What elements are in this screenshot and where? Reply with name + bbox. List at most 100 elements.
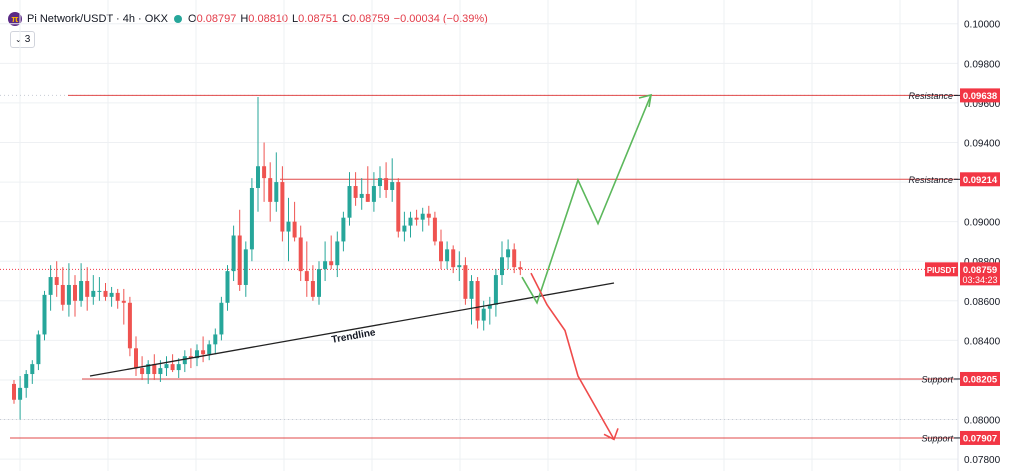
candle-body (12, 383, 16, 400)
candle-body (140, 368, 145, 375)
candle-body (109, 292, 114, 297)
y-axis-tick-label: 0.07800 (964, 455, 1001, 466)
pi-network-logo-icon: π (8, 12, 22, 26)
bullish-projection-path (521, 94, 652, 305)
close-value: 0.08759 (349, 13, 390, 25)
candle-body (127, 302, 132, 349)
level-price-value: 0.09214 (963, 175, 998, 186)
candle-body (286, 221, 291, 232)
level-label: Resistance (908, 91, 953, 101)
candle-countdown: 03:34:23 (962, 275, 997, 285)
candle-body (79, 281, 84, 301)
candle-body (512, 249, 517, 268)
candle-body (402, 225, 407, 232)
candle-body (195, 350, 199, 359)
candle-body (48, 277, 53, 295)
ohlc-close: C0.08759 (342, 13, 390, 25)
candle-body (371, 186, 376, 202)
current-price-badge (960, 262, 1000, 286)
candle-body (213, 334, 218, 345)
candle-body (335, 241, 340, 266)
candle-body (30, 364, 35, 375)
candle-body (341, 217, 346, 242)
level-label: Support (921, 374, 953, 384)
candle-body (237, 235, 242, 285)
level-price-badge (960, 430, 1000, 445)
grid-lines (0, 0, 958, 471)
candle-body (451, 249, 456, 268)
candle-body (121, 300, 126, 303)
candle-body (353, 186, 358, 198)
candle-body (176, 364, 181, 371)
y-axis-tick-label: 0.08000 (964, 416, 1001, 427)
candle-body (304, 271, 309, 282)
level-price-badge (960, 88, 1000, 103)
symbol-title[interactable]: Pi Network/USDT · 4h · OKX (27, 13, 168, 25)
candle-body (207, 344, 212, 355)
candle-body (359, 193, 364, 198)
candle-body (274, 182, 279, 202)
high-key: H (240, 13, 249, 25)
candle-body (475, 281, 480, 321)
candle-body (85, 281, 90, 297)
candle-body (134, 348, 138, 369)
y-axis-tick-label: 0.09000 (964, 218, 1001, 229)
candle-body (378, 178, 382, 187)
ohlc-low: L0.08751 (292, 13, 338, 25)
close-key: C (341, 13, 350, 25)
candle-body (298, 237, 303, 272)
candle-body (439, 241, 443, 262)
candle-body (426, 213, 431, 218)
candle-body (518, 267, 523, 270)
candle-body (408, 217, 413, 226)
indicators-toggle-button[interactable]: ⌄ 3 (10, 31, 36, 48)
candle-body (36, 334, 41, 365)
candle-body (445, 249, 450, 262)
candle-body (231, 235, 236, 272)
candle-body (487, 304, 492, 309)
candle-body (97, 290, 102, 292)
open-value: 0.08797 (196, 13, 237, 25)
candle-body (115, 292, 120, 301)
candle-body (170, 364, 175, 371)
candles (12, 96, 523, 420)
candle-body (292, 221, 297, 238)
level-price-badge (960, 172, 1000, 187)
candle-body (310, 281, 315, 297)
candle-body (182, 356, 187, 365)
candle-body (420, 213, 425, 220)
y-axis-tick-label: 0.08600 (964, 297, 1001, 308)
current-symbol-label: PIUSDT (927, 266, 956, 275)
candle-body (146, 364, 151, 375)
candle-body (469, 281, 474, 299)
trendline-line (89, 282, 615, 377)
bearish-projection-path (530, 272, 615, 440)
candle-body (243, 249, 248, 285)
y-axis-tick-label: 0.08400 (964, 336, 1001, 347)
candle-body (396, 182, 401, 232)
candle-body (60, 284, 65, 305)
ohlc-open: O0.08797 (188, 13, 236, 25)
open-key: O (188, 13, 197, 25)
level-label: Support (921, 433, 953, 443)
candle-body (73, 284, 77, 301)
candle-body (506, 249, 511, 258)
candle-body (262, 166, 267, 179)
trendline-label: Trendline (331, 327, 377, 346)
candle-body (256, 166, 260, 189)
candle-body (188, 356, 193, 359)
chevron-down-icon: ⌄ (15, 35, 22, 44)
candle-body (493, 275, 498, 305)
candle-body (280, 182, 285, 232)
candle-body (323, 261, 328, 270)
indicator-count: 3 (24, 34, 31, 45)
level-price-value: 0.08205 (963, 374, 998, 385)
y-axis-tick-label: 0.09600 (964, 99, 1001, 110)
candle-body (500, 257, 504, 276)
candle-body (91, 290, 96, 297)
candle-body (18, 387, 23, 400)
candle-body (365, 193, 370, 202)
price-change: −0.00034 (−0.39%) (393, 13, 488, 25)
market-open-dot-icon (174, 15, 182, 23)
